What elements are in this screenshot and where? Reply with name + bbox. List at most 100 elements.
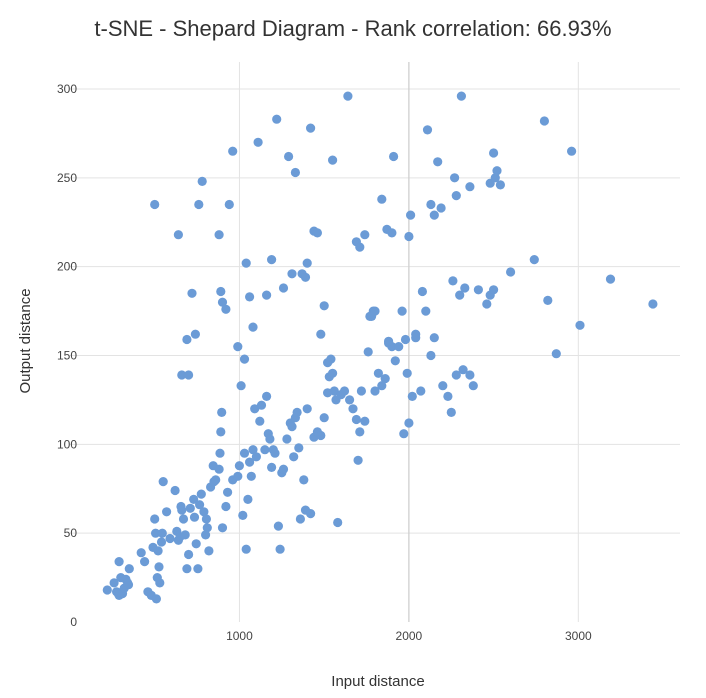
data-point xyxy=(256,400,267,410)
data-point xyxy=(151,528,161,538)
data-point xyxy=(495,180,505,190)
data-point xyxy=(370,306,380,316)
x-axis-label: Input distance xyxy=(331,673,424,690)
data-point xyxy=(275,544,285,554)
data-point xyxy=(316,430,326,441)
data-point xyxy=(456,91,466,101)
data-point xyxy=(333,517,343,528)
data-point xyxy=(204,546,214,556)
data-point xyxy=(489,285,499,295)
data-point xyxy=(150,199,160,210)
data-point xyxy=(353,455,363,465)
data-point xyxy=(214,230,224,240)
data-point xyxy=(136,548,146,558)
data-point xyxy=(407,391,417,401)
y-tick-label: 300 xyxy=(57,82,77,96)
data-point xyxy=(348,404,358,414)
data-point xyxy=(373,368,383,378)
data-point xyxy=(287,422,297,432)
data-point xyxy=(162,507,172,517)
data-point xyxy=(278,283,289,293)
data-point xyxy=(433,157,443,167)
data-point xyxy=(460,283,470,293)
data-point xyxy=(426,199,436,210)
data-point xyxy=(351,414,361,425)
data-point xyxy=(253,137,263,147)
data-point xyxy=(234,461,244,471)
data-point xyxy=(282,434,292,444)
data-point xyxy=(199,507,209,517)
data-point xyxy=(196,489,206,499)
data-point xyxy=(114,557,124,567)
data-point xyxy=(211,475,221,485)
data-point xyxy=(233,342,243,352)
data-point xyxy=(429,210,439,220)
data-point xyxy=(273,521,283,531)
data-point xyxy=(384,336,394,346)
y-axis-label: Output distance xyxy=(17,288,34,393)
data-point xyxy=(217,297,228,307)
data-point xyxy=(154,562,164,572)
data-point xyxy=(216,427,226,437)
data-point xyxy=(217,523,228,533)
data-point xyxy=(328,368,338,378)
data-point xyxy=(262,290,272,300)
x-tick-label: 2000 xyxy=(396,629,423,643)
data-point xyxy=(189,512,200,522)
data-point xyxy=(224,199,234,210)
data-point xyxy=(394,342,404,352)
data-point xyxy=(438,381,448,391)
data-point xyxy=(289,452,299,462)
data-point xyxy=(223,487,233,497)
data-point xyxy=(400,334,411,345)
data-point xyxy=(429,333,439,343)
data-point xyxy=(360,416,370,426)
data-point xyxy=(343,91,353,101)
data-point xyxy=(465,182,475,192)
y-tick-label: 0 xyxy=(70,615,77,629)
data-point xyxy=(390,356,400,366)
data-point xyxy=(151,594,161,604)
data-point xyxy=(124,564,134,574)
data-point xyxy=(194,199,204,210)
data-point xyxy=(170,485,180,496)
data-point xyxy=(387,228,397,238)
data-point xyxy=(195,500,205,510)
data-point xyxy=(246,471,256,481)
data-point xyxy=(287,269,297,279)
data-point xyxy=(380,374,390,384)
chart-title: t-SNE - Shepard Diagram - Rank correlati… xyxy=(94,16,611,41)
data-point xyxy=(360,230,370,240)
data-point xyxy=(284,151,294,162)
data-point xyxy=(506,267,516,277)
data-point xyxy=(328,155,338,165)
data-point xyxy=(228,146,238,156)
data-point xyxy=(150,514,160,524)
data-point xyxy=(411,329,421,339)
data-point xyxy=(182,564,192,574)
data-point xyxy=(377,194,387,204)
data-point xyxy=(543,295,553,305)
data-point xyxy=(300,272,311,282)
data-point xyxy=(250,404,260,414)
data-point xyxy=(465,370,475,380)
data-point xyxy=(177,370,187,380)
grid-lines xyxy=(70,62,680,622)
data-point xyxy=(529,255,539,265)
data-point xyxy=(551,349,561,359)
data-point xyxy=(180,530,190,540)
data-point xyxy=(184,370,194,380)
data-point xyxy=(245,292,255,302)
tick-labels: 0 50 100 150 200 250 300 1000 2000 3000 xyxy=(57,82,592,643)
data-point xyxy=(329,386,339,396)
data-point xyxy=(270,448,280,458)
data-point xyxy=(233,471,243,481)
data-point xyxy=(292,407,302,417)
data-point xyxy=(294,443,304,453)
data-point xyxy=(251,452,261,462)
data-point xyxy=(422,125,433,135)
data-point xyxy=(173,230,183,240)
data-point xyxy=(306,508,316,519)
data-point xyxy=(389,151,399,162)
